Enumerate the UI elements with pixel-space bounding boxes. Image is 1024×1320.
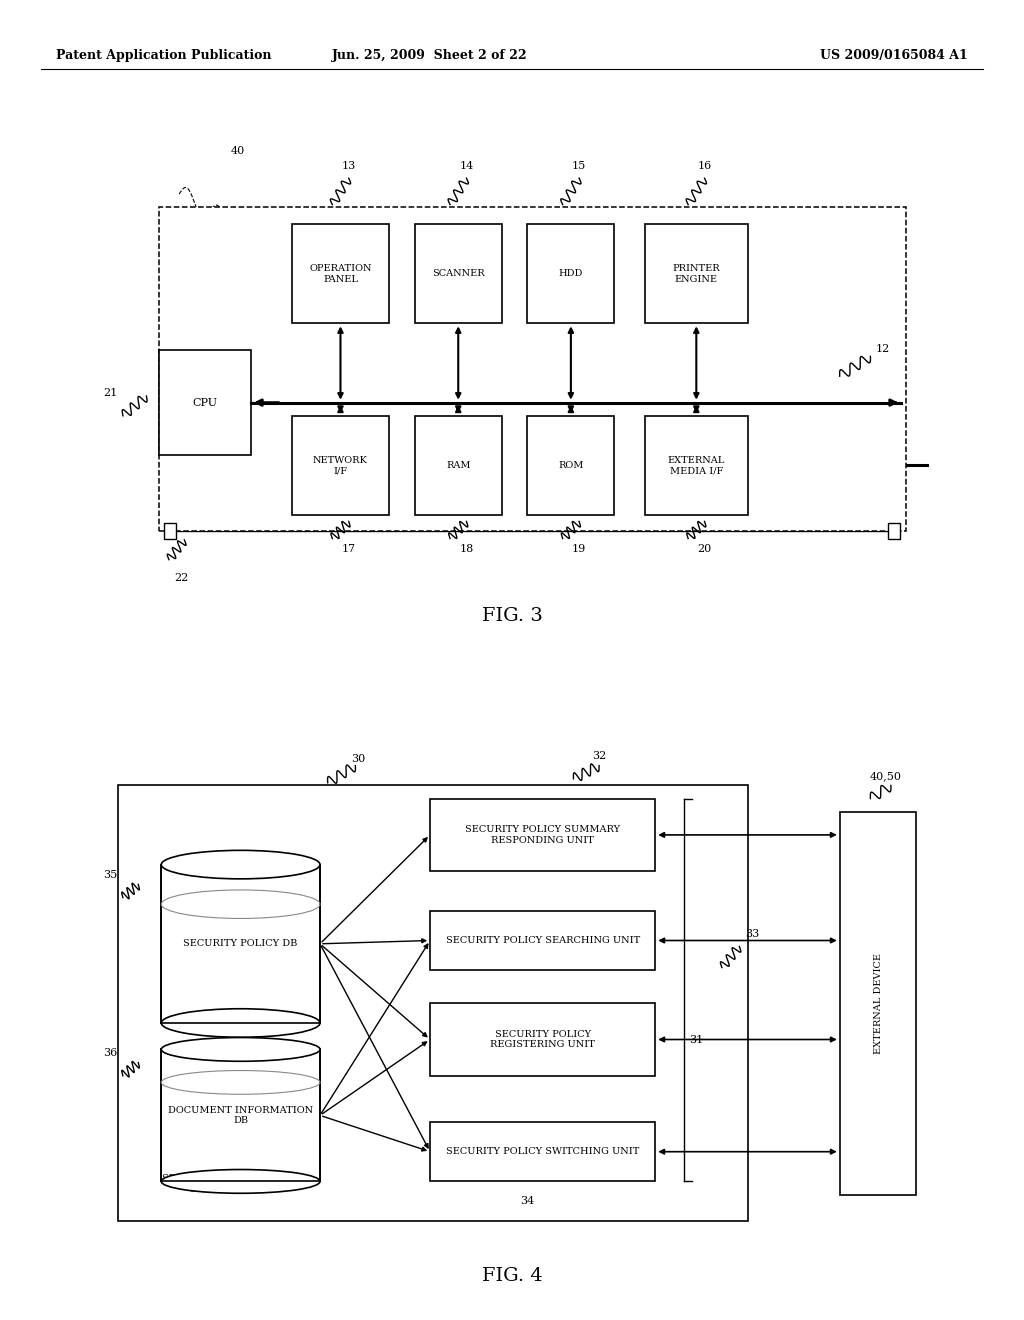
Text: 32: 32	[592, 751, 606, 762]
Text: NETWORK
I/F: NETWORK I/F	[313, 455, 368, 475]
FancyBboxPatch shape	[527, 224, 614, 323]
FancyBboxPatch shape	[527, 416, 614, 515]
Text: Patent Application Publication: Patent Application Publication	[56, 49, 271, 62]
Text: 40: 40	[230, 147, 245, 157]
Text: 18: 18	[460, 544, 473, 554]
Text: SECURITY POLICY SWITCHING UNIT: SECURITY POLICY SWITCHING UNIT	[446, 1147, 639, 1156]
Text: DOCUMENT INFORMATION
DB: DOCUMENT INFORMATION DB	[168, 1106, 313, 1125]
Text: Jun. 25, 2009  Sheet 2 of 22: Jun. 25, 2009 Sheet 2 of 22	[332, 49, 528, 62]
Ellipse shape	[161, 850, 319, 879]
Text: 40,50: 40,50	[869, 771, 902, 781]
Text: 35: 35	[103, 870, 118, 880]
FancyBboxPatch shape	[430, 1122, 655, 1181]
Text: HDD: HDD	[559, 269, 583, 279]
FancyBboxPatch shape	[162, 1051, 319, 1180]
FancyBboxPatch shape	[161, 865, 319, 1023]
Text: 16: 16	[697, 161, 712, 172]
Text: 36: 36	[103, 1048, 118, 1059]
FancyBboxPatch shape	[161, 1049, 319, 1181]
FancyBboxPatch shape	[159, 350, 251, 455]
FancyBboxPatch shape	[430, 911, 655, 970]
FancyBboxPatch shape	[645, 224, 748, 323]
Text: SECURITY POLICY DB: SECURITY POLICY DB	[183, 940, 298, 948]
FancyBboxPatch shape	[430, 799, 655, 871]
Text: 22: 22	[174, 573, 188, 583]
Text: 13: 13	[342, 161, 355, 172]
FancyBboxPatch shape	[292, 416, 389, 515]
FancyBboxPatch shape	[162, 866, 319, 1022]
Text: FIG. 4: FIG. 4	[481, 1267, 543, 1286]
FancyBboxPatch shape	[118, 785, 748, 1221]
Text: 14: 14	[460, 161, 473, 172]
FancyBboxPatch shape	[430, 1003, 655, 1076]
Text: 17: 17	[342, 544, 355, 554]
Text: SECURITY POLICY SEARCHING UNIT: SECURITY POLICY SEARCHING UNIT	[445, 936, 640, 945]
Bar	[164, 523, 176, 539]
Text: 33: 33	[745, 929, 760, 940]
Text: US 2009/0165084 A1: US 2009/0165084 A1	[820, 49, 968, 62]
Text: OPERATION
PANEL: OPERATION PANEL	[309, 264, 372, 284]
Text: 15: 15	[572, 161, 586, 172]
Text: 19: 19	[572, 544, 586, 554]
Text: PRINTER
ENGINE: PRINTER ENGINE	[673, 264, 720, 284]
Text: 12: 12	[876, 345, 890, 355]
Text: ROM: ROM	[558, 461, 584, 470]
Text: 34: 34	[520, 1196, 535, 1206]
Text: 30: 30	[351, 754, 366, 764]
Text: EXTERNAL DEVICE: EXTERNAL DEVICE	[873, 953, 883, 1053]
Bar	[888, 523, 900, 539]
Text: SCANNER: SCANNER	[432, 269, 484, 279]
Text: SECURITY POLICY SUMMARY
RESPONDING UNIT: SECURITY POLICY SUMMARY RESPONDING UNIT	[465, 825, 621, 845]
Text: EXTERNAL
MEDIA I/F: EXTERNAL MEDIA I/F	[668, 455, 725, 475]
FancyBboxPatch shape	[159, 207, 906, 531]
Ellipse shape	[161, 1008, 319, 1038]
Text: 31: 31	[689, 1035, 703, 1045]
Text: 20: 20	[697, 544, 712, 554]
FancyBboxPatch shape	[840, 812, 916, 1195]
Text: 21: 21	[103, 388, 118, 399]
FancyBboxPatch shape	[645, 416, 748, 515]
Ellipse shape	[161, 1038, 319, 1061]
FancyBboxPatch shape	[415, 224, 502, 323]
FancyBboxPatch shape	[292, 224, 389, 323]
Text: RAM: RAM	[446, 461, 470, 470]
Ellipse shape	[161, 1170, 319, 1193]
Text: SECURITY POLICY
SERVER: SECURITY POLICY SERVER	[162, 1175, 258, 1193]
Text: CPU: CPU	[193, 397, 217, 408]
Text: FIG. 3: FIG. 3	[481, 607, 543, 626]
Text: SECURITY POLICY
REGISTERING UNIT: SECURITY POLICY REGISTERING UNIT	[490, 1030, 595, 1049]
FancyBboxPatch shape	[415, 416, 502, 515]
